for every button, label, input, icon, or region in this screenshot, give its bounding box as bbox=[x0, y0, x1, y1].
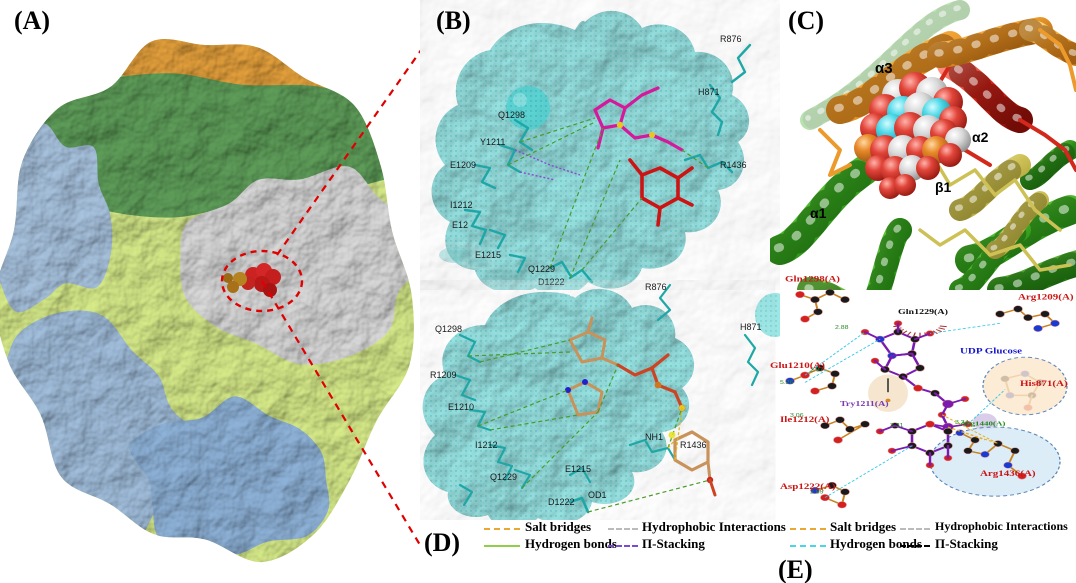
svg-text:His871(A): His871(A) bbox=[1020, 379, 1068, 388]
svg-text:Arg1436(A): Arg1436(A) bbox=[980, 469, 1036, 478]
svg-text:I1212: I1212 bbox=[450, 200, 473, 210]
svg-text:Q1298: Q1298 bbox=[435, 324, 462, 334]
svg-text:H871: H871 bbox=[698, 87, 720, 97]
svg-text:E1215: E1215 bbox=[475, 250, 501, 260]
svg-text:R876: R876 bbox=[720, 34, 742, 44]
svg-text:Gln1298(A): Gln1298(A) bbox=[785, 275, 840, 284]
svg-text:3.31: 3.31 bbox=[890, 423, 904, 429]
svg-text:Gln1229(A): Gln1229(A) bbox=[898, 307, 948, 315]
svg-text:E1210: E1210 bbox=[448, 402, 474, 412]
svg-text:OD1: OD1 bbox=[588, 490, 607, 500]
svg-text:Y1211: Y1211 bbox=[480, 137, 505, 147]
svg-text:Ile1212(A): Ile1212(A) bbox=[780, 415, 829, 424]
svg-text:β1: β1 bbox=[935, 179, 952, 195]
svg-text:E1215: E1215 bbox=[565, 464, 591, 474]
svg-text:Arg1440(A): Arg1440(A) bbox=[960, 420, 1006, 427]
svg-text:5.26: 5.26 bbox=[780, 380, 794, 386]
svg-text:Try1211(A): Try1211(A) bbox=[840, 400, 889, 408]
svg-text:Q1229: Q1229 bbox=[528, 264, 555, 274]
svg-text:H871: H871 bbox=[740, 322, 762, 332]
svg-text:D1222: D1222 bbox=[548, 497, 575, 507]
svg-text:α2: α2 bbox=[972, 129, 989, 145]
svg-text:α3: α3 bbox=[875, 60, 893, 77]
svg-text:I1212: I1212 bbox=[475, 440, 498, 450]
svg-text:UDP Glucose: UDP Glucose bbox=[960, 347, 1022, 356]
svg-text:NH1: NH1 bbox=[645, 432, 663, 442]
svg-text:α1: α1 bbox=[810, 205, 827, 221]
svg-text:R1436: R1436 bbox=[720, 160, 747, 170]
svg-text:Asp1222(A): Asp1222(A) bbox=[780, 482, 836, 491]
svg-text:2.88: 2.88 bbox=[835, 325, 849, 331]
svg-text:E1209: E1209 bbox=[450, 160, 476, 170]
svg-text:Arg1209(A): Arg1209(A) bbox=[1018, 293, 1074, 302]
svg-text:R1436: R1436 bbox=[680, 440, 707, 450]
svg-text:R876: R876 bbox=[645, 282, 667, 292]
svg-text:Q1298: Q1298 bbox=[498, 110, 525, 120]
svg-text:R1209: R1209 bbox=[430, 370, 457, 380]
svg-text:Glu1210(A): Glu1210(A) bbox=[770, 361, 825, 370]
svg-text:E12: E12 bbox=[452, 220, 468, 230]
svg-text:Q1229: Q1229 bbox=[490, 472, 517, 482]
